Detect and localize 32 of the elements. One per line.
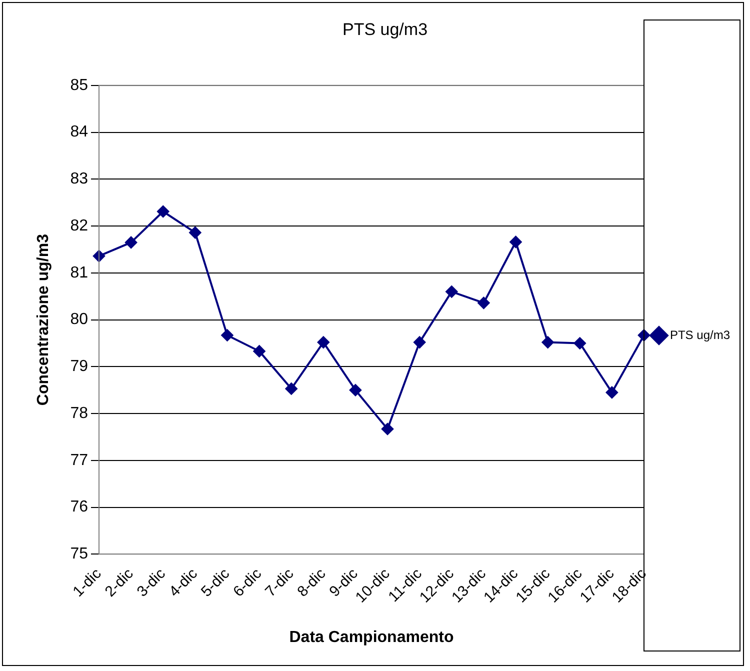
y-tick-label: 75: [70, 546, 88, 563]
chart-title: PTS ug/m3: [342, 20, 428, 39]
y-tick-label: 83: [70, 170, 88, 188]
y-tick-label: 81: [70, 264, 88, 282]
y-tick-label: 84: [70, 124, 88, 141]
point: [125, 236, 138, 248]
point: [574, 337, 586, 350]
point: [382, 423, 394, 436]
point: [349, 384, 362, 396]
point: [285, 382, 298, 395]
point: [414, 336, 426, 348]
point: [510, 236, 522, 248]
y-tick-label: 79: [70, 358, 88, 376]
point: [606, 386, 618, 398]
point: [157, 206, 170, 218]
point: [317, 336, 330, 348]
y-axis-title: Concentrazione ug/m3: [35, 234, 52, 406]
point: [221, 329, 234, 342]
y-tick-label: 76: [70, 498, 88, 516]
y-tick-label: 80: [70, 311, 88, 328]
x-axis-title: Data Campionamento: [289, 628, 454, 646]
y-tick-label: 82: [70, 217, 88, 234]
point: [253, 345, 266, 358]
y-tick-label: 85: [70, 76, 88, 94]
x-tick-label: 4-dic: [166, 564, 202, 600]
point: [446, 286, 458, 298]
point: [189, 226, 202, 239]
y-tick-label: 78: [70, 404, 88, 422]
y-tick-label: 77: [70, 452, 88, 469]
point: [542, 336, 554, 348]
legend-label: PTS ug/m3: [670, 328, 730, 342]
point: [478, 296, 490, 309]
